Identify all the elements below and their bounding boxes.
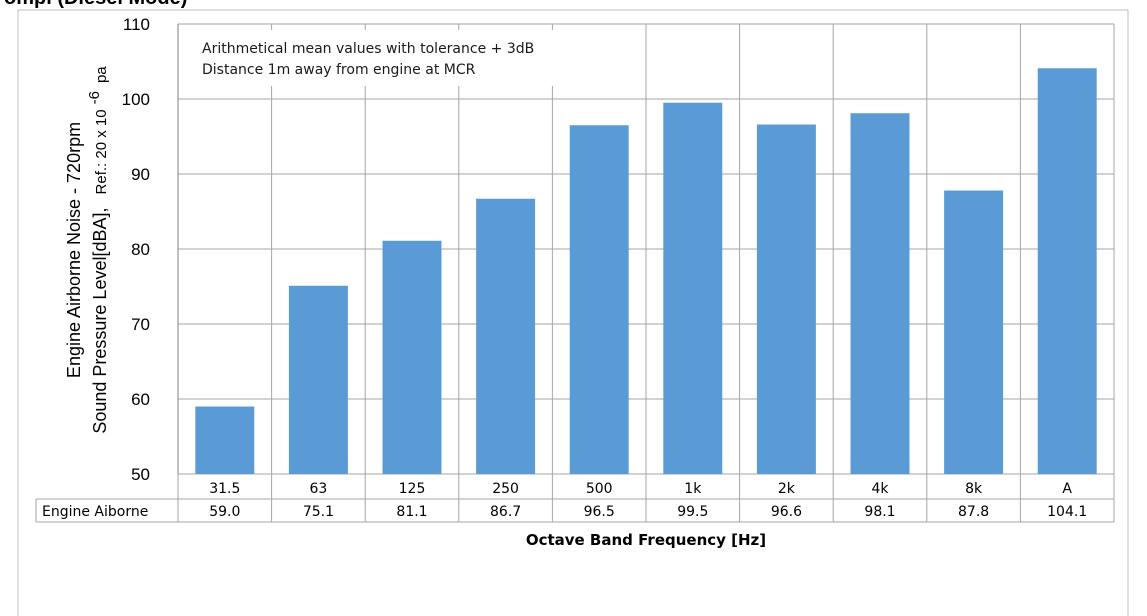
y-tick-label: 60 [131,390,150,409]
bar-31.5 [195,406,255,474]
table-value-cell: 96.5 [584,504,615,520]
bar-250 [476,198,536,474]
y-axis-label-main: Sound Pressure Level[dBA], [90,208,110,434]
y-tick-label: 90 [131,165,150,184]
x-tick-label: 8k [965,481,983,497]
x-tick-label: 63 [309,481,327,497]
table-value-cell: 75.1 [303,504,334,520]
y-tick-label: 100 [122,90,150,109]
x-tick-label: 125 [399,481,426,497]
table-value-cell: 87.8 [958,504,989,520]
annotation-line-2: Distance 1m away from engine at MCR [202,62,476,78]
bar-500 [569,125,629,474]
y-axis-label-ref: Ref.: 20 x 10 [93,109,110,194]
y-tick-label: 70 [131,315,150,334]
y-axis-ticks: 50 60 70 80 90 100 110 [122,15,150,484]
y-axis-label-exp: -6 [86,91,103,104]
x-axis-ticks: 31.5 63 125 250 500 1k 2k 4k 8k A [209,481,1072,497]
table-value-cell: 86.7 [490,504,521,520]
data-table: Engine Aiborne 59.0 75.1 81.1 86.7 96.5 99.5 96… [35,498,1114,523]
y-axis-label: Engine Airborne Noise - 720rpm Sound Pre… [64,66,110,434]
x-tick-label: 4k [871,481,889,497]
bar-63 [288,285,348,474]
table-series-name: Engine Aiborne [42,504,148,520]
x-tick-label: 2k [778,481,796,497]
table-value-cell: 98.1 [864,504,895,520]
x-tick-label: 250 [492,481,519,497]
bar-series [195,68,1097,474]
table-value-cell: 104.1 [1047,504,1087,520]
bar-8k [944,190,1004,474]
x-tick-label: A [1062,481,1072,497]
annotation-line-1: Arithmetical mean values with tolerance … [202,41,534,57]
y-tick-label: 50 [131,465,150,484]
bar-125 [382,240,442,474]
y-axis-label-line-1: Engine Airborne Noise - 720rpm [64,122,84,378]
table-value-cell: 96.6 [771,504,802,520]
bar-2k [756,124,816,474]
table-value-cell: 81.1 [396,504,427,520]
bar-A [1037,68,1097,474]
y-axis-label-line-2: Sound Pressure Level[dBA], Ref.: 20 x 10… [83,66,110,434]
chart-frame [17,9,1129,616]
y-tick-label: 80 [131,240,150,259]
x-tick-label: 31.5 [209,481,240,497]
y-tick-label: 110 [123,15,150,34]
x-tick-label: 1k [684,481,702,497]
x-axis-label: Octave Band Frequency [Hz] [526,531,766,549]
title-fragment: ompl (Diesel Mode) [4,0,187,9]
bar-1k [663,102,723,474]
x-tick-label: 500 [586,481,613,497]
y-axis-label-unit: pa [93,66,110,83]
table-value-cell: 99.5 [677,504,708,520]
table-value-cell: 59.0 [209,504,240,520]
annotation-box [184,30,624,86]
bar-4k [850,113,910,474]
